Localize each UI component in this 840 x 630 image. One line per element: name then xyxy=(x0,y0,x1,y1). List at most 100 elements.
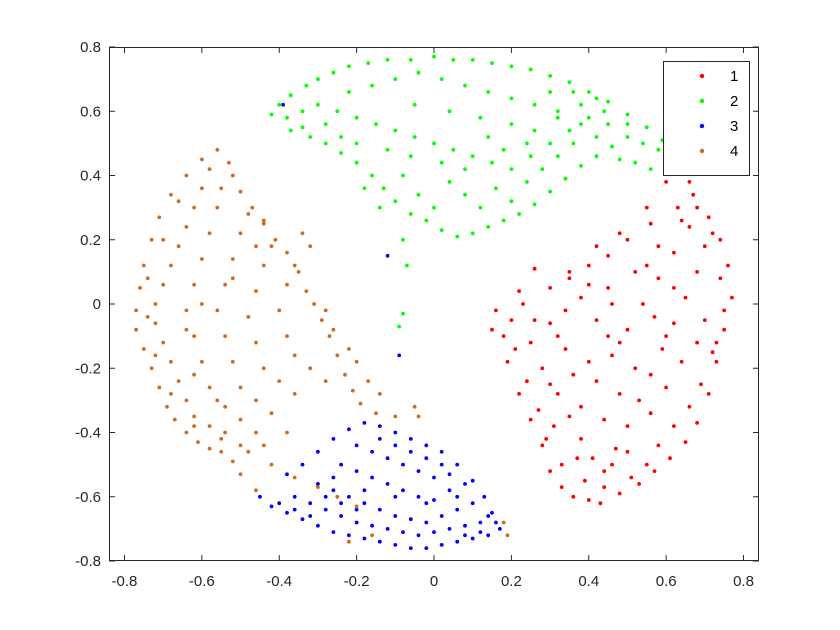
data-point xyxy=(277,102,282,107)
data-point xyxy=(613,446,618,451)
data-point xyxy=(525,379,529,383)
data-point xyxy=(586,115,591,120)
x-tick-label: 0.6 xyxy=(656,573,677,590)
data-point xyxy=(637,398,641,403)
data-point xyxy=(563,176,568,181)
data-point xyxy=(377,392,382,396)
data-point xyxy=(656,244,661,249)
data-point xyxy=(285,334,289,338)
data-point xyxy=(455,494,460,499)
data-point xyxy=(455,234,460,239)
data-point xyxy=(606,122,610,126)
data-point xyxy=(602,485,607,489)
data-point xyxy=(675,205,680,210)
data-point xyxy=(323,141,328,146)
data-point xyxy=(412,135,417,139)
data-point xyxy=(672,321,676,326)
data-point xyxy=(706,215,711,220)
data-point xyxy=(377,424,382,428)
data-point xyxy=(408,212,413,216)
data-point xyxy=(439,514,444,518)
data-point xyxy=(710,231,715,236)
data-point xyxy=(343,372,347,377)
data-point xyxy=(455,507,460,512)
data-point xyxy=(641,302,645,306)
data-point xyxy=(695,205,699,210)
data-point xyxy=(316,77,320,81)
data-point xyxy=(470,536,475,541)
data-point xyxy=(319,318,324,322)
y-tick-label: 0.2 xyxy=(80,232,101,249)
data-point xyxy=(153,321,158,326)
data-point xyxy=(579,122,583,126)
data-point xyxy=(238,472,243,477)
y-tick-label: 0.6 xyxy=(80,103,101,120)
data-point xyxy=(370,475,374,480)
data-point xyxy=(432,530,436,534)
data-point xyxy=(629,475,634,480)
data-point xyxy=(544,437,549,441)
data-point xyxy=(563,347,568,351)
data-point xyxy=(463,533,467,538)
data-point xyxy=(347,64,351,69)
data-point xyxy=(610,144,614,149)
data-point xyxy=(277,308,282,313)
data-point xyxy=(687,180,692,184)
data-point xyxy=(230,173,235,178)
data-point xyxy=(254,340,258,345)
data-point xyxy=(323,379,328,383)
data-point xyxy=(350,388,355,393)
data-point xyxy=(347,427,351,432)
x-tick-label: -0.6 xyxy=(189,573,215,590)
series-4 xyxy=(134,147,510,544)
data-point xyxy=(432,54,436,59)
data-point xyxy=(316,523,320,528)
data-point xyxy=(192,205,197,210)
x-tick-label: 0.4 xyxy=(578,573,599,590)
data-point xyxy=(447,488,452,493)
data-point xyxy=(223,282,228,287)
data-point xyxy=(207,385,212,390)
data-point xyxy=(490,510,494,515)
data-point xyxy=(594,379,599,383)
data-point xyxy=(447,109,452,114)
data-point xyxy=(331,70,336,75)
data-point xyxy=(532,128,537,133)
data-point xyxy=(559,462,564,467)
data-point xyxy=(401,462,405,467)
data-point xyxy=(509,167,514,172)
data-point xyxy=(579,437,583,441)
data-point xyxy=(200,359,204,364)
x-tick-label: 0.8 xyxy=(733,573,754,590)
data-point xyxy=(455,462,460,467)
legend-item: 4 xyxy=(699,143,738,160)
data-point xyxy=(594,154,599,159)
data-point xyxy=(439,449,444,454)
legend-marker xyxy=(699,148,705,154)
data-point xyxy=(548,382,552,387)
x-tick-label: -0.8 xyxy=(112,573,138,590)
data-point xyxy=(447,472,452,477)
data-point xyxy=(347,494,351,499)
data-point xyxy=(625,327,630,332)
data-point xyxy=(335,109,340,114)
data-point xyxy=(451,58,456,62)
data-point xyxy=(490,327,494,332)
data-point xyxy=(362,421,367,425)
data-point xyxy=(347,533,351,538)
data-point xyxy=(207,231,212,236)
data-point xyxy=(370,83,374,88)
data-point xyxy=(552,424,556,428)
data-point xyxy=(238,443,243,448)
data-point xyxy=(304,289,309,293)
data-point xyxy=(296,270,301,274)
data-point xyxy=(718,276,723,281)
data-point xyxy=(555,109,560,114)
data-point xyxy=(532,102,537,107)
data-point xyxy=(594,318,599,322)
data-point xyxy=(254,244,258,249)
plot-area xyxy=(109,47,759,561)
data-point xyxy=(463,167,467,172)
data-point xyxy=(354,504,359,509)
data-point xyxy=(486,533,491,538)
